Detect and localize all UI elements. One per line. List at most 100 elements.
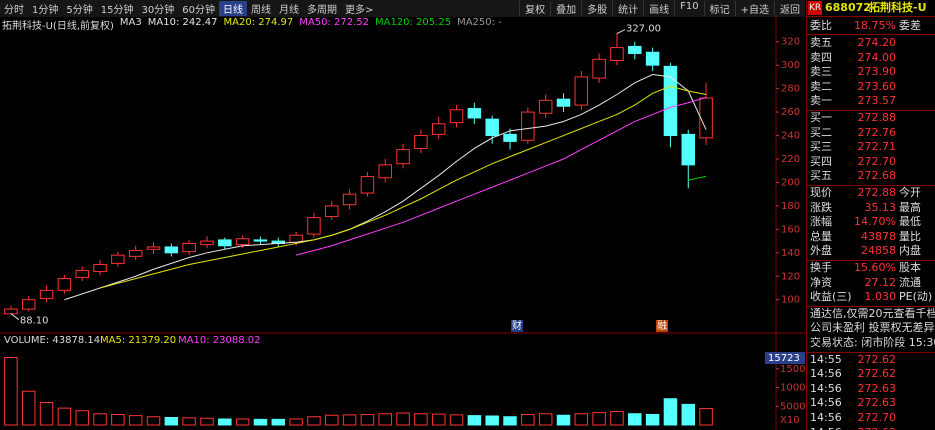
trade-price: 272.70 (857, 411, 897, 424)
trade-time: 14:56 (810, 426, 842, 430)
tool-button[interactable]: 画线 (643, 1, 674, 16)
volume-bar (378, 413, 392, 426)
period-tab[interactable]: 30分钟 (141, 5, 175, 16)
separator (807, 305, 935, 307)
volume-bar (663, 398, 678, 426)
quote-panel: KR 688072 拓荆科技-U 委比 18.75% 委差 卖五 274.20 卖四 274.00… (806, 0, 935, 430)
period-tab[interactable]: 1分钟 (32, 5, 59, 16)
quote-row: 买四 272.70 (807, 155, 935, 169)
trade-row: 14:56 272.63 (807, 396, 935, 410)
candle-body (556, 98, 571, 107)
chart: 100 120 140 160 180 200 220 240 260 280 300 320 327.… (0, 17, 805, 430)
trade-row: 14:56 272.62 (807, 367, 935, 381)
quote-value: 15.60% (854, 261, 896, 274)
legend-entry: MA10: 23088.02 (178, 335, 260, 346)
period-tab[interactable]: 5分钟 (66, 5, 93, 16)
y-tick-label: 260 (781, 107, 800, 118)
y-tick-label: 320 (781, 37, 800, 48)
volume-bar (556, 414, 571, 426)
period-tab[interactable]: 日线 (218, 1, 247, 16)
tool-button[interactable]: 叠加 (550, 1, 581, 16)
quote-label: 收益(三) (810, 290, 852, 304)
quote-row: 买五 272.68 (807, 169, 935, 183)
volume-bar (592, 412, 606, 426)
volume-title: VOLUME: 43878.14 (4, 335, 100, 346)
quote-label: 外盘 (810, 244, 832, 258)
y-tick-label: 100 (781, 295, 800, 306)
quote-label: 最高 (899, 200, 921, 214)
cursor-label: 15723 (768, 353, 800, 364)
period-tab[interactable]: 多周期 (306, 5, 337, 16)
candle-body (378, 164, 392, 179)
quote-label: 买二 (810, 125, 832, 139)
chart-legend: 拓荆科技-U(日线,前复权) MA3 MA10: 242.47 MA20: 274.… (2, 17, 502, 32)
y-tick-label: 300 (781, 60, 800, 71)
quote-label: 卖一 (810, 94, 832, 108)
candle-body (21, 299, 36, 310)
period-tab[interactable]: 月线 (278, 5, 299, 16)
separator (807, 110, 935, 111)
y-tick-label: 180 (781, 201, 800, 212)
volume-bar (4, 357, 18, 426)
annotation-arrow (616, 29, 626, 34)
quote-row: 涨跌 35.13 最高 (807, 201, 935, 215)
candle-body (503, 133, 517, 142)
annotation-arrow (10, 313, 20, 321)
period-tab[interactable]: 周线 (250, 5, 271, 16)
volume-bar (39, 402, 54, 426)
tool-button[interactable]: 复权 (519, 1, 550, 16)
tool-button[interactable]: 标记 (703, 1, 735, 16)
y-tick-label: 280 (781, 84, 800, 95)
quote-label: 现价 (810, 186, 832, 199)
period-tab[interactable]: 分时 (4, 5, 24, 16)
y-tick-label: 240 (781, 131, 800, 142)
quote-note: 通达信,仅需20元查看千档 (807, 307, 935, 321)
y-tick-label: 160 (781, 224, 800, 235)
event-marker: 融 (657, 320, 667, 332)
quote-label: 买一 (810, 111, 832, 124)
period-tab[interactable]: 60分钟 (182, 5, 215, 16)
quote-value: 274.00 (857, 50, 897, 64)
candle-body (592, 58, 606, 79)
volume-bar (414, 413, 428, 426)
quote-label: 量比 (899, 229, 921, 243)
candle-body (75, 269, 89, 278)
trade-price: 272.63 (857, 381, 897, 395)
candle-body (360, 176, 375, 194)
y-tick-label: 140 (781, 248, 800, 259)
separator (807, 34, 935, 35)
legend-entry: MA120: 205.25 (374, 17, 452, 28)
trade-time: 14:55 (810, 352, 842, 366)
tool-button[interactable]: F10 (674, 1, 703, 16)
legend-entry: MA250: - (457, 17, 502, 28)
volume-bar (182, 417, 196, 426)
annotation: 88.10 (20, 316, 49, 327)
stock-code: 688072 (825, 1, 871, 14)
annotation: 327.00 (626, 24, 661, 35)
period-tab[interactable]: 更多> (344, 5, 374, 16)
volume-bar (449, 414, 464, 426)
tool-button[interactable]: 返回 (774, 1, 805, 16)
legend-entry: MA10: 242.47 (147, 17, 218, 28)
tool-button[interactable]: 多股 (581, 1, 612, 16)
candle-body (538, 99, 553, 114)
quote-row: 买三 272.71 (807, 140, 935, 154)
period-tab[interactable]: 15分钟 (100, 5, 134, 16)
toolbar: 分时 1分钟 5分钟 15分钟 30分钟 60分钟 日线 周线 月线 多周期 更多> 复权 叠加 多股 统计… (0, 0, 805, 17)
quote-label: 委比 (810, 19, 832, 32)
cursor-label-box (765, 352, 805, 364)
ma-line (295, 96, 707, 256)
ma-line (688, 175, 707, 181)
volume-bar (111, 414, 125, 426)
quote-label: 股本 (899, 261, 921, 274)
tool-button[interactable]: 统计 (612, 1, 643, 16)
volume-bar (325, 414, 339, 426)
separator (807, 185, 935, 186)
quote-row: 买二 272.76 (807, 126, 935, 140)
y-tick-label: 220 (781, 154, 800, 165)
trade-price: 272.62 (857, 367, 897, 381)
quote-label: 涨跌 (810, 200, 832, 214)
event-marker: 财 (512, 319, 522, 332)
y-tick-label: 120 (781, 271, 800, 282)
tool-button[interactable]: +自选 (734, 1, 774, 16)
